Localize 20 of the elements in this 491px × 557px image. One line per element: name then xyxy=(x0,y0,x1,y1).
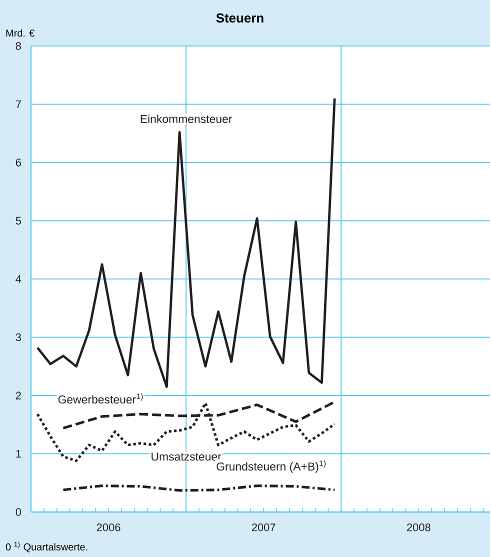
series-label: Grundsteuern (A+B)$^{1)}$ xyxy=(216,460,326,473)
y-tick-label: 0 xyxy=(16,508,22,516)
line-series xyxy=(36,97,336,388)
x-tick-label: 2008 xyxy=(407,524,431,532)
y-tick-label: 1 xyxy=(16,450,22,458)
y-tick-label: 6 xyxy=(16,158,22,166)
y-tick-label: 7 xyxy=(16,100,22,108)
series-label: Gewerbesteuer$^{1)}$ xyxy=(58,393,143,404)
series-label: Umsatzsteuer xyxy=(152,452,222,461)
x-tick-label: 2006 xyxy=(97,524,120,532)
y-tick-label: 3 xyxy=(16,333,22,342)
y-tick-label: 5 xyxy=(16,216,22,225)
chart-title: Steuern xyxy=(216,13,264,23)
y-axis-title: Mrd. € xyxy=(6,29,35,37)
x-tick-label: 2007 xyxy=(252,524,276,532)
y-tick-label: 4 xyxy=(16,275,22,283)
y-tick-label: 2 xyxy=(16,392,22,400)
text: 0 $^{1)}$ Quartalswerte. xyxy=(6,542,88,552)
series-label: Einkommensteuer xyxy=(141,114,232,124)
y-tick-label: 8 xyxy=(16,42,22,50)
